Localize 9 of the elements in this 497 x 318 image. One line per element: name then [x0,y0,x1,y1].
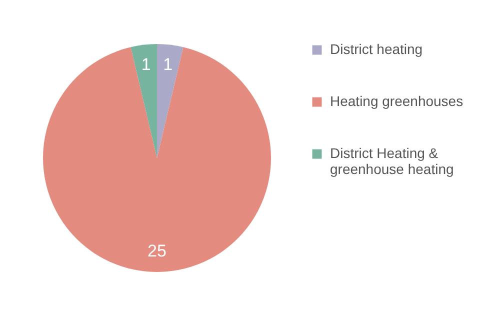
pie-slice [43,47,271,272]
pie-slice [157,44,184,158]
data-label: 25 [148,241,166,260]
legend-label: District heating [330,41,423,57]
pie-slice [130,44,157,158]
data-label: 1 [141,55,151,74]
legend-label: District Heating & greenhouse heating [330,145,454,177]
data-label: 1 [163,55,173,74]
legend-label: Heating greenhouses [330,93,464,109]
